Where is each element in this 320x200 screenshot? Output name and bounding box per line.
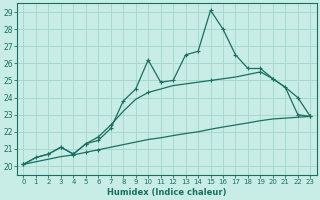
X-axis label: Humidex (Indice chaleur): Humidex (Indice chaleur) [107,188,227,197]
